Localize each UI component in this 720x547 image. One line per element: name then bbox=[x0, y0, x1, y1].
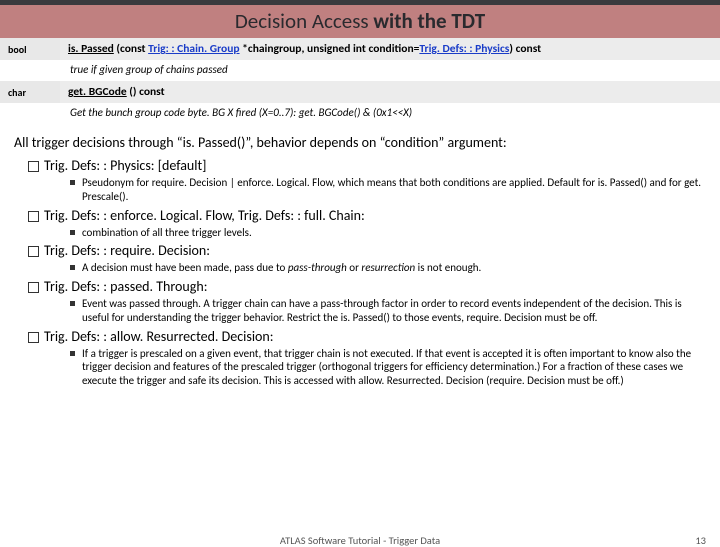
list-item: Trig. Defs: : require. Decision: A decis… bbox=[28, 242, 706, 275]
title-bold: with the TDT bbox=[373, 8, 485, 34]
api-fn-getbgcode: get. BGCode bbox=[68, 85, 127, 99]
api-row-0-desc-text: true if given group of chains passed bbox=[0, 60, 720, 81]
title-prefix: Decision Access bbox=[235, 8, 374, 34]
list-item-label: Trig. Defs: : require. Decision: bbox=[44, 242, 210, 259]
api-row-1-signature: get. BGCode () const bbox=[60, 81, 720, 103]
api-table: bool is. Passed (const Trig: : Chain. Gr… bbox=[0, 38, 720, 124]
list-item-label: Trig. Defs: : enforce. Logical. Flow, Tr… bbox=[44, 207, 365, 224]
list-item: Trig. Defs: : Physics: [default] Pseudon… bbox=[28, 157, 706, 204]
sub-item: If a trigger is prescaled on a given eve… bbox=[70, 347, 706, 388]
api-row-0-type: bool bbox=[0, 38, 60, 60]
api-link-chaingroup[interactable]: Trig: : Chain. Group bbox=[148, 42, 239, 56]
main-list: Trig. Defs: : Physics: [default] Pseudon… bbox=[14, 157, 706, 388]
api-row-0-sig: bool is. Passed (const Trig: : Chain. Gr… bbox=[0, 38, 720, 60]
slide-root: Decision Access with the TDT bool is. Pa… bbox=[0, 0, 720, 540]
api-fn-ispassed: is. Passed bbox=[68, 42, 114, 56]
sub-item: Pseudonym for require. Decision | enforc… bbox=[70, 176, 706, 204]
sub-list: Pseudonym for require. Decision | enforc… bbox=[70, 176, 706, 204]
sub-item: A decision must have been made, pass due… bbox=[70, 261, 706, 275]
api-row-1-type: char bbox=[0, 81, 60, 103]
list-item-label: Trig. Defs: : allow. Resurrected. Decisi… bbox=[44, 328, 274, 345]
sub-list: combination of all three trigger levels. bbox=[70, 226, 706, 240]
api-row-0-desc: true if given group of chains passed bbox=[0, 60, 720, 81]
sub-list: A decision must have been made, pass due… bbox=[70, 261, 706, 275]
footer-center: ATLAS Software Tutorial - Trigger Data bbox=[280, 534, 440, 547]
list-item-label: Trig. Defs: : Physics: [default] bbox=[44, 157, 206, 174]
sub-item: combination of all three trigger levels. bbox=[70, 226, 706, 240]
footer-page: 13 bbox=[695, 534, 706, 547]
api-row-0-signature: is. Passed (const Trig: : Chain. Group *… bbox=[60, 38, 720, 60]
list-item-label: Trig. Defs: : passed. Through: bbox=[44, 278, 207, 295]
api-row-1-desc: Get the bunch group code byte. BG X fire… bbox=[0, 103, 720, 124]
list-item: Trig. Defs: : allow. Resurrected. Decisi… bbox=[28, 328, 706, 388]
slide-title-bar: Decision Access with the TDT bbox=[0, 0, 720, 38]
list-item: Trig. Defs: : passed. Through: Event was… bbox=[28, 278, 706, 325]
content-area: All trigger decisions through “is. Passe… bbox=[0, 124, 720, 540]
sub-list: If a trigger is prescaled on a given eve… bbox=[70, 347, 706, 388]
api-row-1-desc-text: Get the bunch group code byte. BG X fire… bbox=[0, 103, 720, 124]
list-item: Trig. Defs: : enforce. Logical. Flow, Tr… bbox=[28, 207, 706, 240]
api-row-1-sig: char get. BGCode () const bbox=[0, 81, 720, 103]
api-link-trigdefs[interactable]: Trig. Defs: : Physics bbox=[419, 42, 509, 56]
lead-text: All trigger decisions through “is. Passe… bbox=[14, 134, 706, 151]
sub-list: Event was passed through. A trigger chai… bbox=[70, 297, 706, 325]
sub-item: Event was passed through. A trigger chai… bbox=[70, 297, 706, 325]
